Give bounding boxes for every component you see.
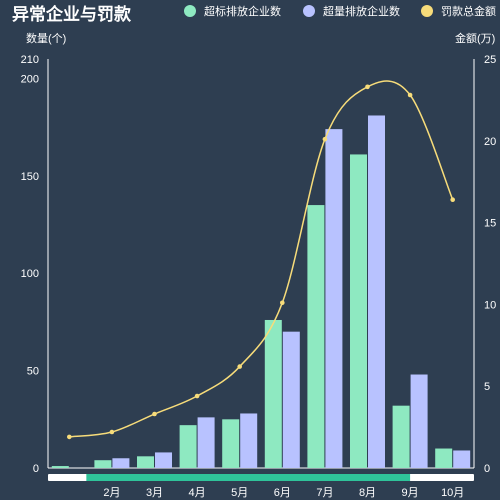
y-right-axis-label: 金额(万) [455, 31, 495, 45]
bar-1-3月[interactable] [137, 456, 154, 468]
legend-circle-icon[interactable] [421, 5, 433, 17]
zoom-slider-range[interactable] [86, 474, 411, 481]
line-point-8月[interactable] [365, 84, 370, 90]
y-right-tick-label: 15 [484, 218, 496, 230]
bar-1-10月[interactable] [435, 448, 453, 468]
y-right-tick-label: 0 [484, 463, 490, 475]
x-tick-label: 6月 [274, 487, 291, 499]
bar-1-9月[interactable] [392, 405, 410, 468]
y-right-tick-label: 20 [484, 136, 496, 148]
bar-2-7月[interactable] [325, 129, 343, 468]
y-left-axis-label: 数量(个) [26, 32, 66, 45]
line-point-9月[interactable] [407, 92, 413, 98]
bar-2-6月[interactable] [282, 331, 300, 468]
y-left-tick-label: 150 [21, 171, 39, 183]
x-tick-label: 7月 [316, 487, 333, 499]
bar-2-8月[interactable] [368, 115, 385, 468]
x-tick-label: 2月 [103, 487, 120, 499]
y-left-tick-label: 100 [21, 268, 39, 280]
y-left-tick-label: 200 [21, 73, 39, 85]
y-right-tick-label: 25 [484, 54, 496, 66]
y-left-tick-label: 50 [27, 366, 39, 378]
bar-1-6月[interactable] [264, 319, 282, 468]
legend-label-2[interactable]: 超量排放企业数 [323, 4, 400, 18]
bar-1-1月[interactable] [51, 466, 69, 468]
bar-2-9月[interactable] [410, 374, 428, 468]
x-tick-label: 3月 [146, 487, 163, 499]
bar-1-5月[interactable] [222, 419, 240, 468]
legend-circle-icon[interactable] [303, 5, 315, 17]
line-point-1月[interactable] [67, 434, 72, 440]
fine-amount-line [69, 80, 454, 438]
x-tick-label: 10月 [441, 487, 464, 499]
bar-2-4月[interactable] [197, 417, 215, 468]
line-point-2月[interactable] [109, 429, 115, 435]
bar-1-8月[interactable] [350, 154, 367, 468]
x-tick-label: 5月 [231, 487, 248, 499]
legend-circle-icon[interactable] [184, 5, 196, 17]
y-left-tick-label: 210 [21, 54, 39, 66]
y-right-tick-label: 5 [484, 381, 490, 393]
bar-2-5月[interactable] [240, 413, 258, 468]
bar-1-7月[interactable] [307, 205, 325, 469]
line-point-5月[interactable] [237, 364, 242, 369]
legend-label-3[interactable]: 罚款总金额 [441, 4, 496, 18]
line-point-6月[interactable] [280, 300, 285, 306]
y-left-tick-label: 0 [33, 463, 39, 475]
line-point-7月[interactable] [322, 136, 328, 142]
line-point-4月[interactable] [194, 393, 200, 399]
bar-1-4月[interactable] [179, 425, 197, 468]
bar-1-2月[interactable] [94, 460, 112, 468]
legend-label-1[interactable]: 超标排放企业数 [204, 4, 281, 18]
x-tick-label: 8月 [359, 487, 376, 499]
x-tick-label: 4月 [189, 487, 206, 499]
chart-title: 异常企业与罚款 [12, 4, 132, 24]
bar-2-10月[interactable] [453, 450, 471, 468]
line-point-3月[interactable] [152, 411, 157, 417]
bar-2-2月[interactable] [112, 458, 130, 468]
bar-2-3月[interactable] [155, 452, 172, 468]
line-point-10月[interactable] [450, 197, 456, 202]
y-right-tick-label: 10 [484, 299, 496, 311]
x-tick-label: 9月 [402, 487, 419, 499]
